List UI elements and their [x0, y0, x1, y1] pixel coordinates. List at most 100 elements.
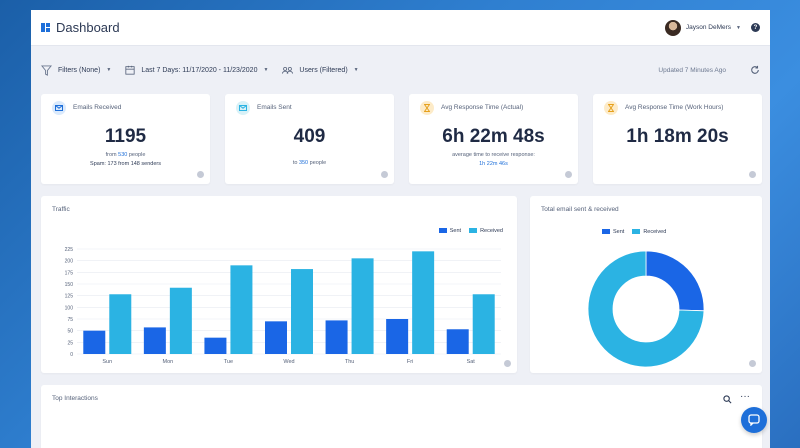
traffic-bar-chart: 0 25 50 75 100 125 150 175 200 225 Sun Mon Tue Wed Thu… — [65, 247, 501, 365]
page-title: Dashboard — [56, 20, 120, 35]
help-icon[interactable]: ? — [751, 23, 760, 32]
refresh-icon[interactable] — [750, 65, 760, 75]
bar-sent[interactable] — [204, 337, 227, 354]
total-email-panel: Total email sent & received Sent Receive… — [530, 196, 762, 373]
x-tick-label: Fri — [407, 359, 413, 365]
kpi-card-emails-sent: Emails Sent 409 to 350 people — [225, 94, 394, 184]
traffic-legend: Sent Received — [438, 228, 503, 234]
x-tick-label: Tue — [224, 359, 233, 365]
hourglass-icon — [604, 101, 618, 115]
search-icon[interactable] — [723, 395, 732, 404]
filters-dropdown[interactable]: Filters (None) ▼ — [41, 64, 112, 76]
bar-sent[interactable] — [446, 329, 469, 354]
hourglass-icon — [420, 101, 434, 115]
users-icon — [282, 66, 294, 74]
kpi-label: Emails Received — [73, 104, 122, 111]
bar-sent[interactable] — [386, 319, 409, 354]
y-tick-label: 175 — [65, 270, 74, 276]
y-tick-label: 75 — [67, 317, 73, 323]
donut-slice-received[interactable] — [587, 250, 705, 368]
x-tick-label: Mon — [163, 359, 174, 365]
info-icon[interactable] — [749, 360, 756, 367]
kpi-label: Avg Response Time (Actual) — [441, 104, 524, 111]
kpi-card-avg-response-work-hours: Avg Response Time (Work Hours) 1h 18m 20… — [593, 94, 762, 184]
bar-received[interactable] — [472, 294, 495, 354]
calendar-icon — [125, 65, 135, 75]
date-range-dropdown[interactable]: Last 7 Days: 11/17/2020 - 11/23/2020 ▼ — [125, 65, 268, 75]
avatar — [664, 19, 681, 36]
y-tick-label: 50 — [67, 329, 73, 335]
envelope-icon — [52, 101, 66, 115]
x-tick-label: Thu — [345, 359, 354, 365]
donut-slice-sent[interactable] — [645, 250, 705, 312]
chevron-down-icon: ▼ — [106, 67, 112, 73]
more-options-button[interactable]: ··· — [740, 391, 750, 402]
bar-received[interactable] — [169, 287, 192, 354]
chevron-down-icon: ▼ — [736, 24, 741, 31]
top-bar: Dashboard Jayson DeMers ▼ ? — [31, 10, 770, 46]
traffic-panel: Traffic Sent Received 0 25 50 75 100 125 150 17… — [41, 196, 517, 373]
user-menu[interactable]: Jayson DeMers ▼ — [664, 19, 741, 36]
bar-sent[interactable] — [83, 330, 106, 354]
bar-sent[interactable] — [265, 321, 287, 354]
chevron-down-icon: ▼ — [353, 67, 359, 73]
app-window: Dashboard Jayson DeMers ▼ ? Filters (Non… — [31, 10, 770, 448]
filters-label: Filters (None) — [58, 66, 101, 74]
y-tick-label: 200 — [65, 259, 74, 265]
y-tick-label: 100 — [65, 305, 74, 311]
legend-item-received[interactable]: Received — [469, 228, 503, 234]
kpi-card-avg-response-actual: Avg Response Time (Actual) 6h 22m 48s av… — [409, 94, 578, 184]
info-icon[interactable] — [565, 171, 572, 178]
legend-item-received[interactable]: Received — [632, 229, 666, 235]
kpi-value: 1195 — [104, 126, 147, 147]
kpi-sub-value: 1h 22m 46s — [479, 161, 508, 167]
kpi-link[interactable]: 530 — [118, 152, 128, 158]
panel-title: Top Interactions — [52, 395, 98, 402]
kpi-link[interactable]: 350 — [298, 160, 309, 166]
y-tick-label: 150 — [65, 282, 74, 288]
panel-title: Total email sent & received — [541, 206, 619, 213]
kpi-sub: average time to receive response: — [452, 152, 535, 158]
envelope-icon — [236, 101, 250, 115]
kpi-card-emails-received: Emails Received 1195 from 530 people Spa… — [41, 94, 210, 184]
info-icon[interactable] — [381, 171, 388, 178]
x-tick-label: Sat — [467, 359, 476, 365]
funnel-icon — [41, 64, 52, 76]
bar-sent[interactable] — [325, 320, 348, 354]
bar-received[interactable] — [109, 294, 132, 354]
bar-received[interactable] — [351, 258, 374, 354]
info-icon[interactable] — [504, 360, 511, 367]
users-dropdown[interactable]: Users (Filtered) ▼ — [282, 66, 359, 75]
kpi-label: Emails Sent — [257, 104, 292, 111]
info-icon[interactable] — [197, 171, 204, 178]
kpi-value: 409 — [293, 126, 326, 147]
kpi-sub: to 350 people — [292, 160, 327, 166]
dashboard-logo-icon — [41, 23, 50, 32]
spam-summary: Spam: 173 from 148 senders — [90, 161, 161, 167]
users-label: Users (Filtered) — [299, 66, 348, 74]
bar-sent[interactable] — [143, 327, 166, 354]
updated-status: Updated 7 Minutes Ago — [658, 66, 726, 74]
legend-item-sent[interactable]: Sent — [602, 229, 624, 235]
chat-button[interactable] — [741, 407, 767, 433]
y-tick-label: 125 — [65, 294, 74, 300]
kpi-value: 1h 18m 20s — [626, 126, 729, 147]
info-icon[interactable] — [749, 171, 756, 178]
donut-legend: Sent Received — [602, 229, 666, 235]
bar-received[interactable] — [412, 251, 435, 354]
x-tick-label: Sun — [102, 359, 112, 365]
y-tick-label: 225 — [65, 247, 74, 253]
y-tick-label: 25 — [67, 340, 73, 346]
chat-bubble-icon — [748, 414, 760, 426]
bar-received[interactable] — [230, 265, 253, 354]
filter-bar: Filters (None) ▼ Last 7 Days: 11/17/2020… — [31, 46, 770, 94]
x-tick-label: Wed — [283, 359, 294, 365]
panel-title: Traffic — [52, 206, 70, 213]
kpi-sub: from 530 people — [105, 152, 146, 158]
chevron-down-icon: ▼ — [263, 67, 269, 73]
kpi-value: 6h 22m 48s — [442, 126, 545, 147]
total-email-donut-chart — [587, 250, 705, 368]
bar-received[interactable] — [291, 269, 313, 354]
y-tick-label: 0 — [70, 352, 73, 358]
legend-item-sent[interactable]: Sent — [438, 228, 461, 234]
